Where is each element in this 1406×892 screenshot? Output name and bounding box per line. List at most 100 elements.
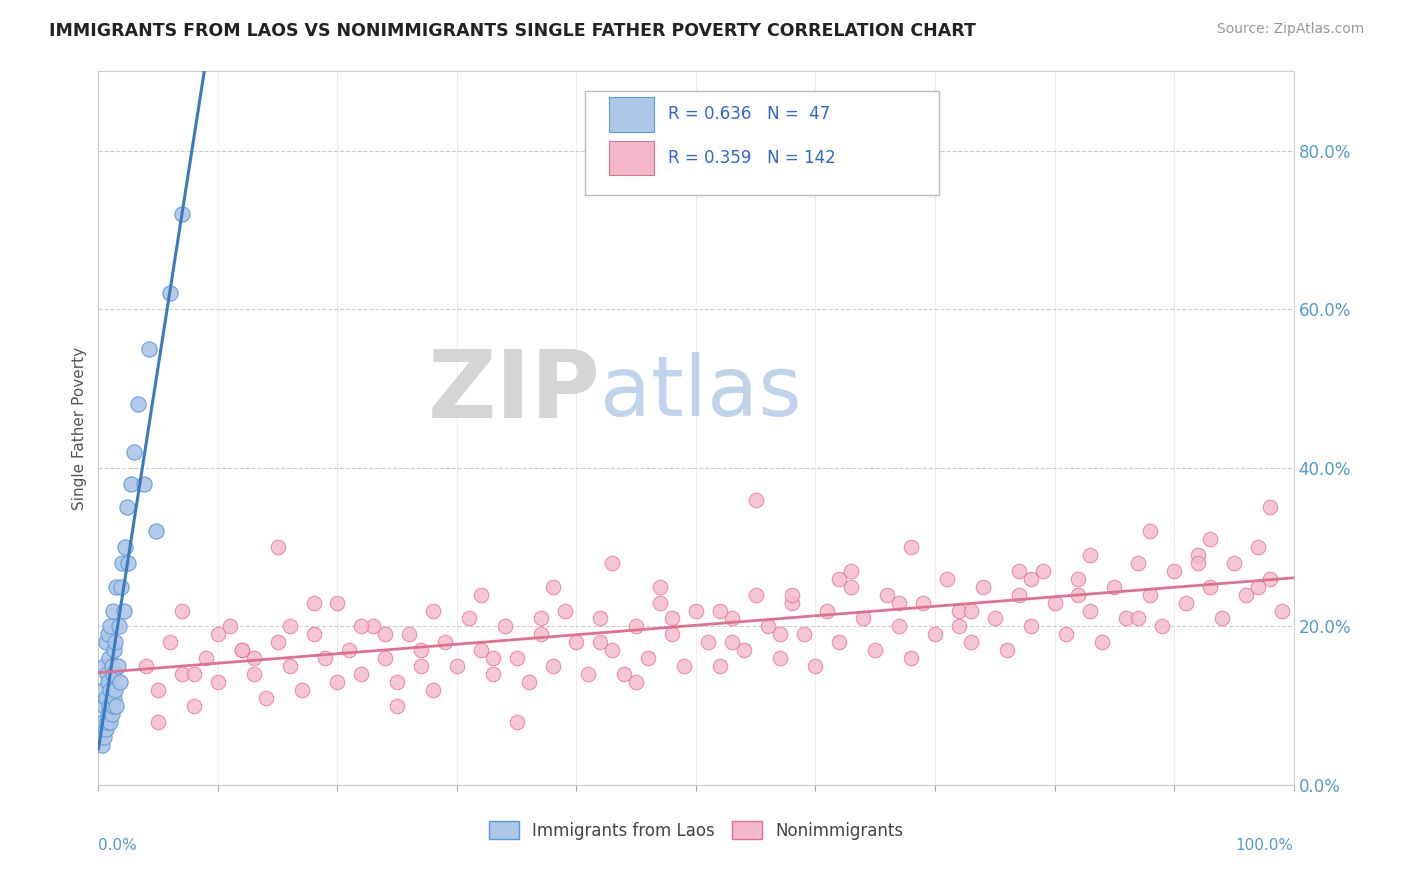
Point (135, 659, 157, 673)
Point (98, 682, 122, 697)
Point (96, 667, 118, 681)
Point (107, 659, 129, 673)
Point (1199, 532, 1222, 546)
Point (267, 635, 290, 649)
Point (148, 682, 170, 697)
Point (1032, 564, 1054, 578)
Point (1152, 619, 1174, 633)
Point (1163, 564, 1185, 578)
Point (112, 603, 135, 617)
Point (1019, 572, 1042, 586)
Point (1247, 580, 1270, 594)
Point (91, 739, 114, 753)
Point (111, 556, 134, 570)
Text: atlas: atlas (600, 352, 801, 433)
Point (422, 603, 444, 617)
Point (613, 667, 636, 681)
Point (94, 723, 117, 737)
Point (815, 603, 838, 617)
Point (1091, 635, 1114, 649)
Point (1128, 556, 1150, 570)
Point (828, 572, 851, 586)
Point (363, 619, 385, 633)
Point (138, 342, 160, 356)
Point (107, 619, 129, 633)
Point (804, 659, 827, 673)
Point (876, 588, 898, 602)
Point (626, 674, 648, 689)
Point (936, 572, 959, 586)
Point (120, 476, 142, 491)
Point (517, 674, 540, 689)
Point (1080, 548, 1102, 562)
Point (93, 731, 115, 745)
Point (207, 627, 229, 641)
Text: R = 0.359   N = 142: R = 0.359 N = 142 (668, 149, 837, 167)
Point (470, 643, 492, 657)
Point (924, 627, 946, 641)
Point (984, 611, 1007, 625)
Point (768, 651, 790, 665)
Point (132, 476, 155, 491)
Point (1187, 548, 1209, 562)
Point (602, 556, 624, 570)
Point (105, 580, 128, 594)
Point (1247, 540, 1270, 554)
Point (721, 635, 744, 649)
Point (159, 286, 181, 301)
FancyBboxPatch shape (609, 97, 654, 132)
Point (1067, 588, 1090, 602)
Point (148, 714, 170, 729)
Point (97, 627, 120, 641)
Point (302, 627, 325, 641)
Point (852, 611, 875, 625)
Point (1080, 603, 1102, 617)
Point (101, 667, 124, 681)
Point (709, 603, 731, 617)
Point (470, 588, 492, 602)
Point (889, 596, 911, 610)
Point (93, 659, 115, 673)
Point (127, 397, 149, 411)
Point (98, 619, 122, 633)
Text: R = 0.636   N =  47: R = 0.636 N = 47 (668, 105, 831, 123)
Point (745, 588, 768, 602)
Point (1199, 580, 1222, 594)
Point (1128, 611, 1150, 625)
Point (458, 611, 481, 625)
Point (291, 682, 314, 697)
Point (278, 659, 301, 673)
Point (117, 556, 139, 570)
Legend: Immigrants from Laos, Nonimmigrants: Immigrants from Laos, Nonimmigrants (481, 814, 911, 848)
Point (96, 714, 118, 729)
Point (661, 611, 683, 625)
Point (960, 603, 983, 617)
Point (411, 643, 433, 657)
Point (98, 698, 121, 713)
Point (626, 619, 648, 633)
Point (326, 596, 349, 610)
Point (481, 667, 505, 681)
Point (124, 445, 146, 459)
Point (105, 698, 128, 713)
Point (793, 627, 815, 641)
Point (350, 619, 373, 633)
Point (98, 651, 121, 665)
Point (91, 714, 114, 729)
Point (98, 714, 122, 729)
Point (1067, 572, 1090, 586)
Point (995, 643, 1018, 657)
Point (1043, 596, 1066, 610)
Point (385, 674, 409, 689)
Point (93, 698, 115, 713)
Point (889, 619, 911, 633)
Point (721, 611, 744, 625)
Point (115, 500, 138, 515)
Point (661, 627, 683, 641)
Point (841, 580, 863, 594)
Point (172, 667, 194, 681)
Point (385, 698, 409, 713)
Point (231, 643, 253, 657)
Y-axis label: Single Father Poverty: Single Father Poverty (72, 347, 87, 509)
Point (326, 674, 349, 689)
